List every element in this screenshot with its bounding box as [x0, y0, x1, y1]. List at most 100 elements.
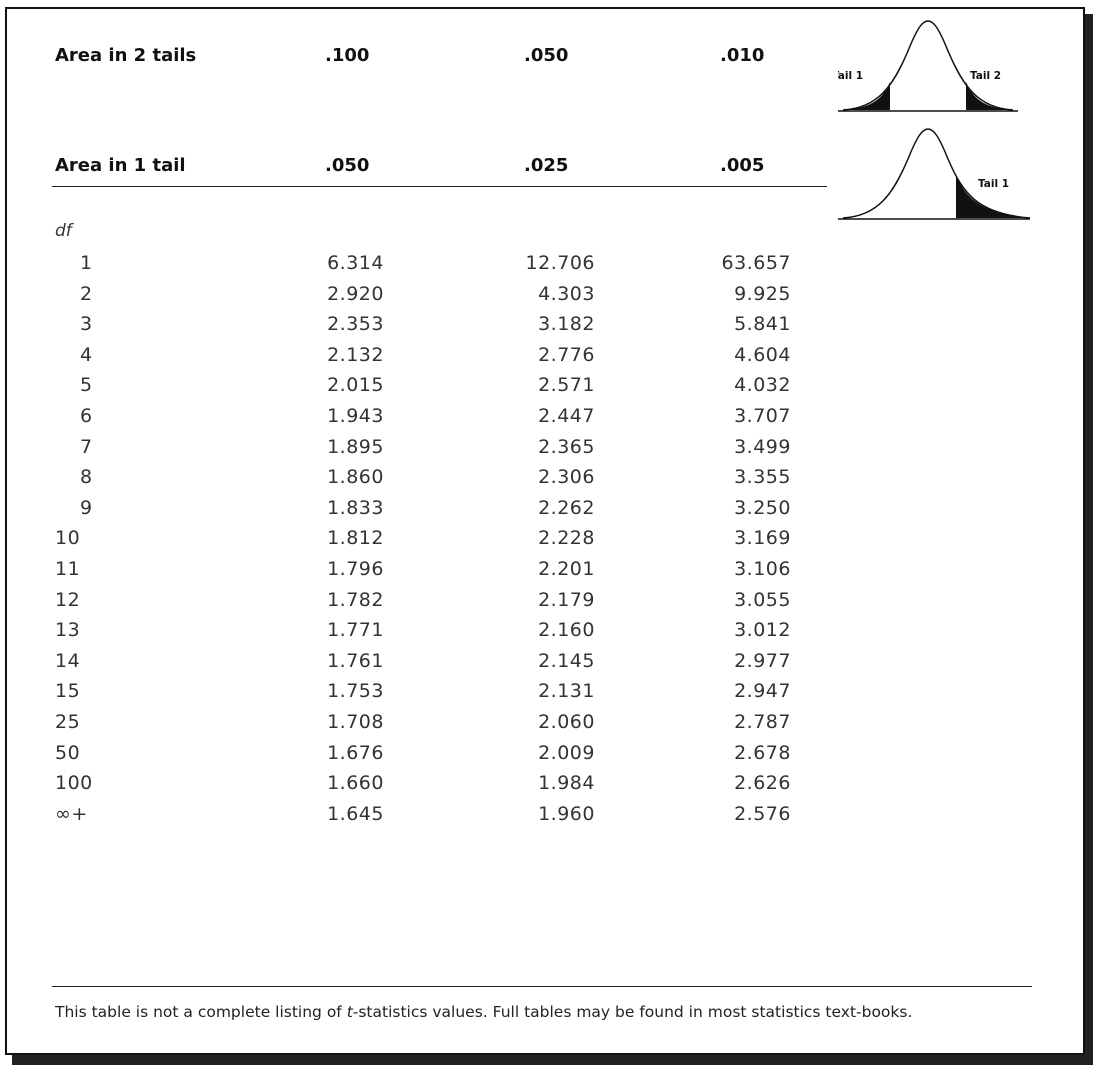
- table-row: 3 2.353 3.182 5.841: [0, 313, 1000, 343]
- footnote-t-italic: t: [346, 1003, 353, 1021]
- value-cell-1: 1.782: [327, 588, 384, 611]
- df-cell: 25: [55, 711, 81, 733]
- df-cell: 7: [80, 435, 93, 458]
- table-row: ∞+ 1.645 1.960 2.576: [0, 803, 1000, 833]
- value-cell-1: 2.920: [327, 282, 384, 305]
- value-cell-3: 2.678: [734, 741, 791, 764]
- value-cell-2: 12.706: [525, 252, 595, 274]
- value-cell-2: 2.262: [538, 496, 595, 519]
- two-tail-curve-figure: Tail 1 Tail 2: [838, 20, 1018, 112]
- value-cell-2: 4.303: [538, 282, 595, 305]
- df-cell: 15: [55, 680, 81, 703]
- value-cell-3: 2.576: [734, 802, 791, 825]
- value-cell-1: 1.771: [327, 619, 384, 642]
- table-row: 2 2.920 4.303 9.925: [0, 283, 1000, 313]
- one-tail-value-3: .005: [720, 155, 765, 176]
- df-cell: ∞+: [55, 802, 88, 825]
- value-cell-1: 2.353: [327, 313, 384, 336]
- value-cell-1: 1.895: [327, 435, 384, 458]
- table-row: 10 1.812 2.228 3.169: [0, 527, 1000, 557]
- two-tails-value-2: .050: [524, 45, 569, 66]
- value-cell-3: 2.626: [734, 772, 791, 795]
- table-row: 11 1.796 2.201 3.106: [0, 558, 1000, 588]
- value-cell-3: 9.925: [734, 282, 791, 305]
- value-cell-1: 1.753: [327, 680, 384, 703]
- table-row: 5 2.015 2.571 4.032: [0, 374, 1000, 404]
- value-cell-1: 1.833: [327, 496, 384, 519]
- value-cell-3: 3.355: [734, 466, 791, 489]
- table-row: 7 1.895 2.365 3.499: [0, 436, 1000, 466]
- value-cell-1: 1.860: [327, 466, 384, 489]
- value-cell-3: 3.499: [734, 435, 791, 458]
- value-cell-3: 4.604: [734, 343, 791, 366]
- frame-shadow-right: [1085, 14, 1093, 1064]
- one-tail-label: Tail 1: [978, 178, 1009, 190]
- value-cell-3: 3.012: [734, 619, 791, 642]
- frame-shadow-bottom: [12, 1055, 1093, 1065]
- two-tails-value-3: .010: [720, 45, 765, 66]
- value-cell-2: 2.306: [538, 466, 595, 489]
- table-row: 50 1.676 2.009 2.678: [0, 742, 1000, 772]
- table-row: 6 1.943 2.447 3.707: [0, 405, 1000, 435]
- df-cell: 5: [80, 374, 93, 397]
- table-row: 9 1.833 2.262 3.250: [0, 497, 1000, 527]
- df-cell: 9: [80, 496, 93, 519]
- value-cell-2: 2.160: [538, 619, 595, 642]
- value-cell-2: 2.009: [538, 741, 595, 764]
- value-cell-3: 3.707: [734, 405, 791, 427]
- df-cell: 14: [55, 649, 81, 672]
- value-cell-2: 1.984: [538, 772, 595, 795]
- value-cell-1: 1.660: [327, 772, 384, 795]
- value-cell-1: 1.708: [327, 711, 384, 733]
- value-cell-3: 3.250: [734, 496, 791, 519]
- value-cell-3: 3.169: [734, 527, 791, 550]
- value-cell-2: 2.571: [538, 374, 595, 397]
- one-tail-curve-figure: Tail 1: [838, 128, 1031, 220]
- value-cell-1: 1.812: [327, 527, 384, 550]
- df-cell: 13: [55, 619, 81, 642]
- df-cell: 12: [55, 588, 81, 611]
- table-row: 100 1.660 1.984 2.626: [0, 772, 1000, 802]
- value-cell-3: 63.657: [721, 252, 791, 274]
- footer-rule: [52, 986, 1032, 987]
- table-row: 15 1.753 2.131 2.947: [0, 680, 1000, 710]
- value-cell-2: 2.179: [538, 588, 595, 611]
- footnote-text-after: -statistics values. Full tables may be f…: [352, 1003, 913, 1021]
- one-tail-value-2: .025: [524, 155, 569, 176]
- value-cell-3: 2.947: [734, 680, 791, 703]
- df-label: df: [55, 221, 72, 241]
- df-cell: 2: [80, 282, 93, 305]
- one-tail-shade: [956, 174, 1030, 218]
- two-tails-label: Area in 2 tails: [55, 45, 197, 66]
- value-cell-2: 2.228: [538, 527, 595, 550]
- value-cell-2: 2.447: [538, 405, 595, 427]
- value-cell-2: 2.145: [538, 649, 595, 672]
- value-cell-2: 2.131: [538, 680, 595, 703]
- left-tail-shade: [843, 82, 890, 110]
- table-frame: [5, 7, 1085, 1055]
- value-cell-1: 1.645: [327, 802, 384, 825]
- df-cell: 10: [55, 527, 81, 550]
- value-cell-3: 3.106: [734, 558, 791, 580]
- table-row: 4 2.132 2.776 4.604: [0, 344, 1000, 374]
- df-cell: 1: [80, 252, 93, 274]
- value-cell-3: 4.032: [734, 374, 791, 397]
- table-footnote: This table is not a complete listing of …: [55, 1001, 1045, 1023]
- tail-1-label: Tail 1: [838, 70, 863, 82]
- value-cell-2: 2.365: [538, 435, 595, 458]
- one-tail-curve: [842, 128, 1031, 219]
- value-cell-1: 6.314: [327, 252, 384, 274]
- table-row: 14 1.761 2.145 2.977: [0, 650, 1000, 680]
- right-tail-shade: [966, 82, 1013, 110]
- two-tails-value-1: .100: [325, 45, 370, 66]
- df-cell: 8: [80, 466, 93, 489]
- value-cell-3: 5.841: [734, 313, 791, 336]
- value-cell-1: 1.761: [327, 649, 384, 672]
- df-cell: 4: [80, 343, 93, 366]
- table-row: 25 1.708 2.060 2.787: [0, 711, 1000, 741]
- value-cell-3: 3.055: [734, 588, 791, 611]
- value-cell-1: 1.676: [327, 741, 384, 764]
- df-cell: 6: [80, 405, 93, 427]
- value-cell-3: 2.977: [734, 649, 791, 672]
- value-cell-2: 1.960: [538, 802, 595, 825]
